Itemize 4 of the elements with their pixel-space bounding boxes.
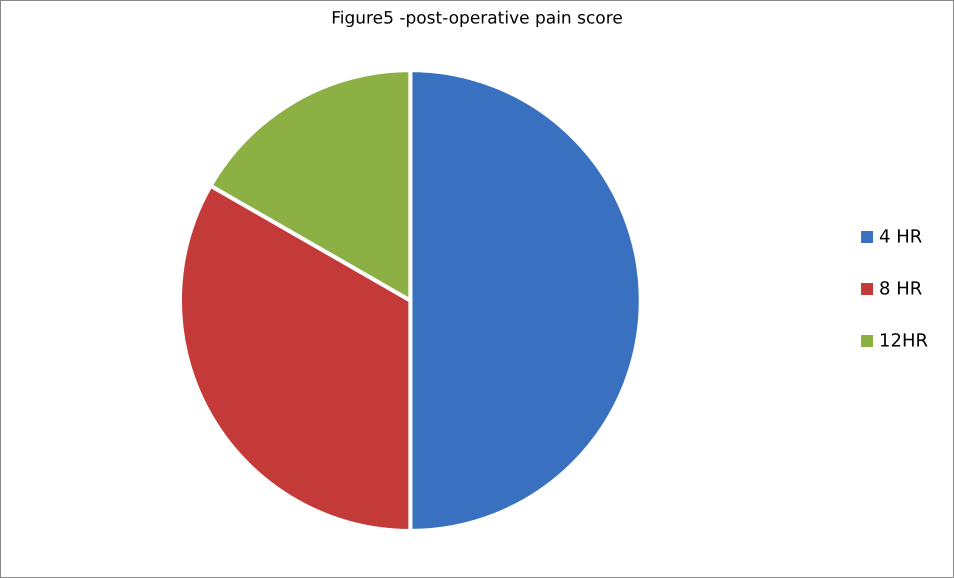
chart-title: Figure5 -post-operative pain score <box>331 8 623 28</box>
legend-label: 12HR <box>879 330 928 352</box>
legend-label: 4 HR <box>879 226 922 248</box>
legend-label: 8 HR <box>879 278 922 300</box>
